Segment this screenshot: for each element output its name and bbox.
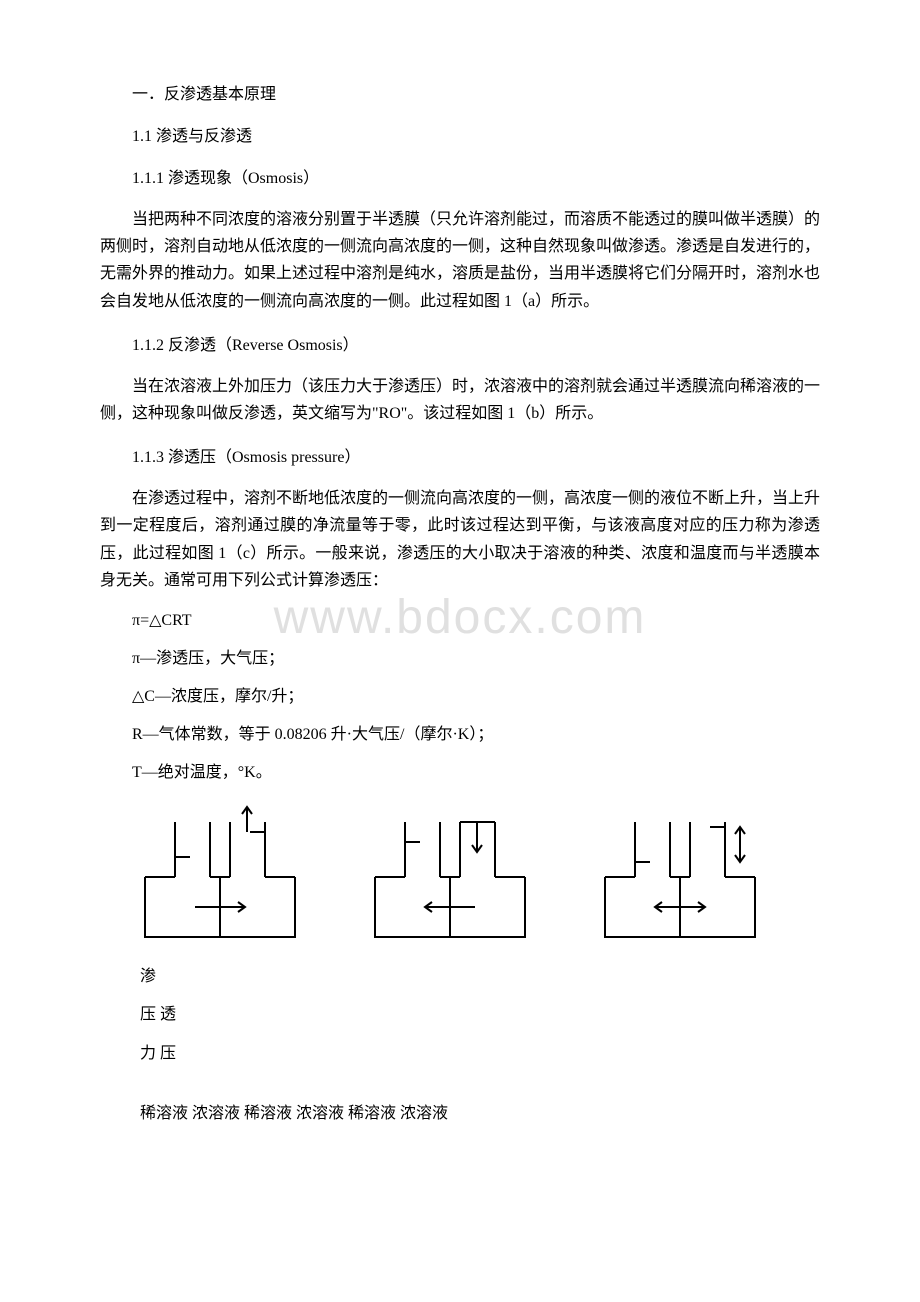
section-1-1-3-title: 1.1.3 渗透压（Osmosis pressure） [100, 443, 820, 467]
section-1-1-1-title: 1.1.1 渗透现象（Osmosis） [100, 164, 820, 188]
diagram-osmosis [140, 802, 300, 942]
paragraph-1: 当把两种不同浓度的溶液分别置于半透膜（只允许溶剂能过，而溶质不能透过的膜叫做半透… [100, 206, 820, 315]
bottom-solution-labels: 稀溶液 浓溶液 稀溶液 浓溶液 稀溶液 浓溶液 [140, 1099, 820, 1123]
diagram-osmotic-pressure [600, 802, 760, 942]
formula-r: R—气体常数，等于 0.08206 升·大气压/（摩尔·K）； [100, 720, 820, 744]
label-line-2: 压 透 [140, 1000, 820, 1030]
label-line-1: 渗 [140, 962, 820, 992]
formula-delta-c: △C—浓度压，摩尔/升； [100, 682, 820, 706]
formula-main: π=△CRT [100, 610, 820, 630]
diagram-reverse-osmosis [370, 802, 530, 942]
section-1-1-2-title: 1.1.2 反渗透（Reverse Osmosis） [100, 331, 820, 355]
formula-t: T—绝对温度，°K。 [100, 758, 820, 782]
title-main: 一．反渗透基本原理 [100, 80, 820, 104]
paragraph-3: 在渗透过程中，溶剂不断地低浓度的一侧流向高浓度的一侧，高浓度一侧的液位不断上升，… [100, 485, 820, 594]
diagram-row [140, 802, 820, 942]
label-line-3: 力 压 [140, 1039, 820, 1069]
paragraph-2: 当在浓溶液上外加压力（该压力大于渗透压）时，浓溶液中的溶剂就会通过半透膜流向稀溶… [100, 373, 820, 427]
document-content: 一．反渗透基本原理 1.1 渗透与反渗透 1.1.1 渗透现象（Osmosis）… [100, 80, 820, 1123]
section-1-1-title: 1.1 渗透与反渗透 [100, 122, 820, 146]
formula-pi: π—渗透压，大气压； [100, 644, 820, 668]
